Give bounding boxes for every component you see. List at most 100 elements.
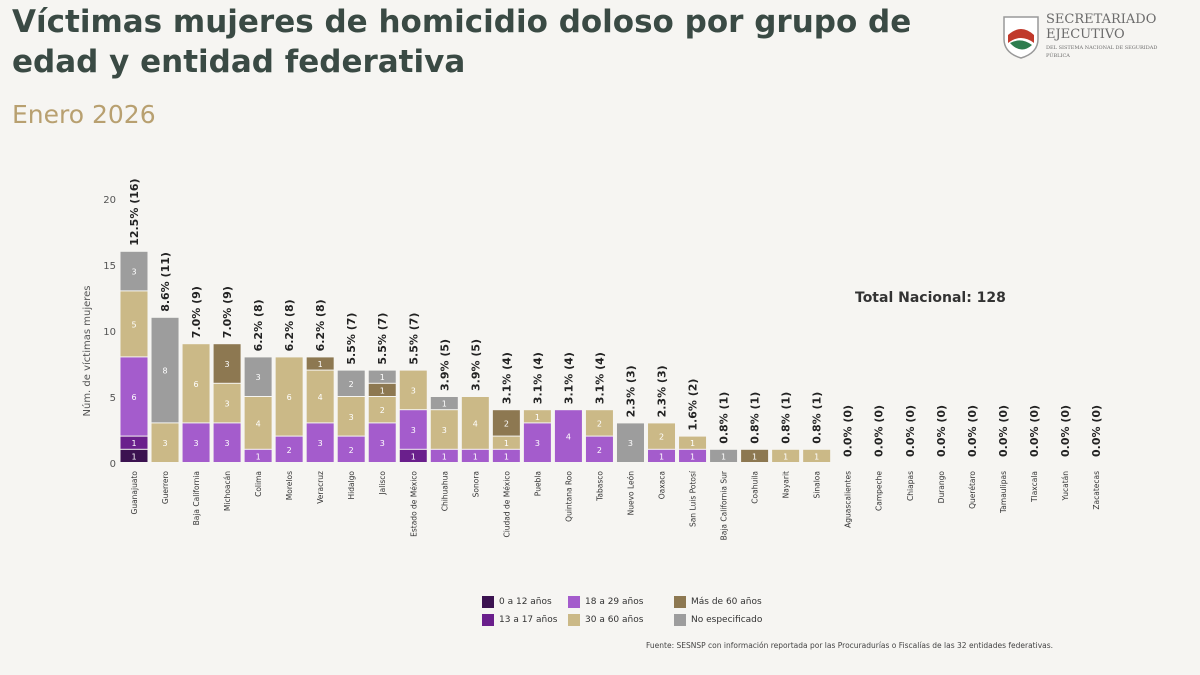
segment-label: 6	[194, 380, 199, 389]
category-label: Veracruz	[316, 471, 325, 504]
segment-label: 1	[690, 439, 695, 448]
segment-label: 2	[504, 419, 509, 428]
bar-total-label: 7.0% (9)	[190, 286, 203, 338]
bar-segment	[151, 317, 179, 423]
source-note: Fuente: SESNSP con información reportada…	[646, 641, 1054, 650]
bar-total-label: 6.2% (8)	[283, 299, 296, 351]
segment-label: 3	[225, 439, 230, 448]
segment-label: 1	[752, 452, 757, 461]
y-axis-label: Núm. de víctimas mujeres	[81, 285, 93, 416]
bar-segment	[803, 449, 831, 462]
logo-line1: SECRETARIADO	[1046, 12, 1157, 27]
bar-segment	[368, 370, 396, 383]
category-label: Aguascalientes	[844, 471, 853, 528]
segment-label: 4	[473, 419, 478, 428]
bar-segment	[337, 397, 365, 436]
segment-label: 4	[256, 419, 261, 428]
segment-label: 2	[349, 380, 354, 389]
bar-segment	[275, 436, 303, 462]
bar-total-label: 6.2% (8)	[314, 299, 327, 351]
segment-label: 4	[566, 433, 571, 442]
segment-label: 1	[442, 400, 447, 409]
segment-label: 4	[318, 393, 323, 402]
bar-segment	[368, 423, 396, 462]
logo-line3: DEL SISTEMA NACIONAL DE SEGURIDAD PÚBLIC…	[1046, 45, 1158, 59]
segment-label: 3	[225, 360, 230, 369]
bar-segment	[399, 410, 427, 449]
category-label: Hidalgo	[347, 471, 356, 500]
category-label: Coahuila	[751, 471, 760, 504]
bar-segment	[120, 449, 148, 462]
bar-total-label: 3.1% (4)	[593, 352, 606, 404]
legend-swatch	[482, 614, 494, 626]
bar-total-label: 1.6% (2)	[687, 379, 700, 431]
segment-label: 2	[597, 419, 602, 428]
bar-segment	[430, 410, 458, 449]
legend-item: 30 a 60 años	[568, 614, 674, 626]
bar-total-label: 5.5% (7)	[407, 313, 420, 365]
bar-segment	[648, 449, 676, 462]
category-label: Estado de México	[409, 471, 418, 537]
segment-label: 3	[380, 439, 385, 448]
segment-label: 1	[504, 452, 509, 461]
legend-label: 13 a 17 años	[499, 615, 558, 625]
y-tick-label: 20	[103, 195, 116, 206]
bar-total-label: 0.0% (0)	[935, 405, 948, 457]
category-label: Puebla	[533, 471, 542, 496]
bar-segment	[306, 370, 334, 423]
segment-label: 1	[535, 413, 540, 422]
segment-label: 2	[349, 446, 354, 455]
category-label: Colima	[254, 471, 263, 497]
bar-total-label: 5.5% (7)	[376, 313, 389, 365]
bar-total-label: 3.1% (4)	[531, 352, 544, 404]
bar-segment	[120, 291, 148, 357]
legend-label: 18 a 29 años	[585, 597, 644, 607]
bar-segment	[120, 436, 148, 449]
bar-total-label: 5.5% (7)	[345, 313, 358, 365]
segment-label: 1	[380, 386, 385, 395]
y-tick-label: 10	[103, 327, 116, 338]
category-label: Michoacán	[223, 471, 232, 511]
bar-segment	[585, 436, 613, 462]
bar-total-label: 0.8% (1)	[780, 392, 793, 444]
bar-segment	[492, 449, 520, 462]
category-label: Nuevo León	[626, 471, 635, 516]
bar-segment	[523, 423, 551, 462]
legend-label: 0 a 12 años	[499, 597, 552, 607]
category-label: Sonora	[471, 471, 480, 497]
bar-segment	[182, 423, 210, 462]
legend-label: 30 a 60 años	[585, 615, 644, 625]
legend-swatch	[674, 614, 686, 626]
legend: 0 a 12 años 18 a 29 años Más de 60 años 13 …	[482, 596, 784, 626]
segment-label: 3	[194, 439, 199, 448]
bar-total-label: 0.0% (0)	[842, 405, 855, 457]
y-tick-label: 0	[110, 459, 116, 470]
bar-segment	[461, 449, 489, 462]
bar-segment	[461, 397, 489, 449]
segment-label: 2	[287, 446, 292, 455]
category-label: Quintana Roo	[564, 471, 573, 522]
bar-total-label: 0.0% (0)	[873, 405, 886, 457]
bar-total-label: 3.1% (4)	[500, 352, 513, 404]
category-label: Tamaulipas	[999, 471, 1008, 514]
category-label: Tabasco	[595, 471, 604, 502]
segment-label: 1	[256, 452, 261, 461]
bar-total-label: 6.2% (8)	[252, 299, 265, 351]
y-tick-label: 5	[110, 393, 116, 404]
y-tick-label: 15	[103, 261, 116, 272]
segment-label: 3	[225, 400, 230, 409]
bar-segment	[616, 423, 644, 462]
category-label: Morelos	[285, 471, 294, 500]
segment-label: 1	[690, 452, 695, 461]
logo-emblem-icon	[1003, 16, 1039, 59]
bar-total-label: 12.5% (16)	[128, 178, 141, 245]
segment-label: 3	[411, 426, 416, 435]
segment-label: 3	[411, 386, 416, 395]
segment-label: 1	[442, 452, 447, 461]
logo: SECRETARIADO EJECUTIVO DEL SISTEMA NACIO…	[1002, 12, 1166, 60]
segment-label: 1	[380, 373, 385, 382]
category-label: Yucatán	[1061, 471, 1070, 502]
segment-label: 6	[287, 393, 292, 402]
bar-total-label: 0.8% (1)	[749, 392, 762, 444]
